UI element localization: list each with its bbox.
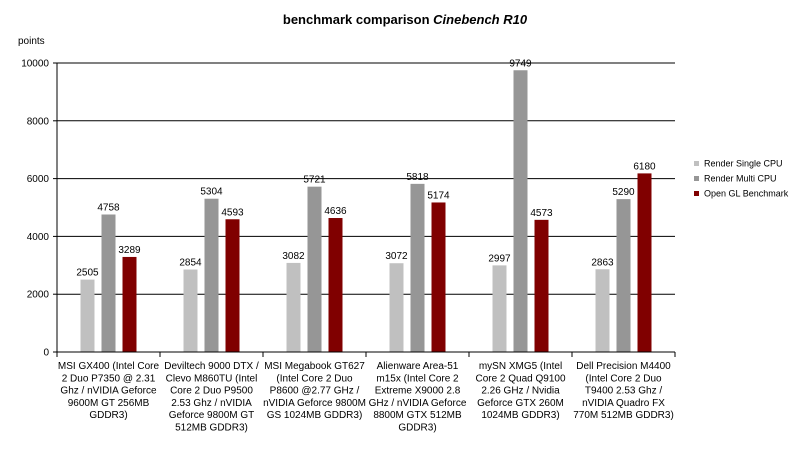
category-label: Alienware Area-51 m15x (Intel Core 2 Extre… <box>369 361 467 434</box>
y-tick-label: 8000 <box>27 116 50 127</box>
category-label-line: T9400 2.53 Ghz / <box>585 386 662 397</box>
chart-title-prefix: benchmark comparison <box>283 12 433 27</box>
category-label: MSI Megabook GT627 (Intel Core 2 Duo P8600… <box>263 361 366 421</box>
gridlines <box>57 62 675 295</box>
data-label: 2997 <box>488 253 511 264</box>
bar <box>307 186 322 352</box>
category-label-line: Extreme X9000 2.8 <box>375 386 461 397</box>
legend-swatch <box>694 161 699 166</box>
data-labels: 2505 2854 3082 3072 2997 2863 4758 5304 5721 5818… <box>76 58 656 278</box>
category-label-line: Geforce GTX 260M <box>477 398 564 409</box>
data-label: 3072 <box>385 251 408 262</box>
data-label: 5721 <box>303 175 326 186</box>
category-labels: MSI GX400 (Intel Core 2 Duo P7350 @ 2.31 G… <box>58 361 674 434</box>
legend-entry: Render Single CPU <box>704 159 783 169</box>
category-label-line: GDDR3) <box>89 410 127 421</box>
category-label: Deviltech 9000 DTX / Clevo M860TU (Intel C… <box>164 361 259 434</box>
legend-entry: Open GL Benchmark <box>704 189 789 199</box>
category-label-line: 2.26 GHz / Nvidia <box>481 386 560 397</box>
bar <box>204 198 219 352</box>
data-label: 2854 <box>179 258 202 269</box>
category-label: Dell Precision M4400 (Intel Core 2 Duo T94… <box>573 361 674 421</box>
bar <box>616 199 631 352</box>
category-label-line: Core 2 Duo P9500 <box>170 386 253 397</box>
data-label: 6180 <box>633 161 656 172</box>
bar <box>534 219 549 352</box>
data-label: 9749 <box>509 58 532 69</box>
category-label-line: Deviltech 9000 DTX / <box>164 361 259 372</box>
data-label: 4593 <box>221 207 244 218</box>
category-label-line: GDDR3) <box>398 423 436 434</box>
bar <box>431 202 446 352</box>
bar <box>410 183 425 352</box>
bar <box>122 256 137 352</box>
category-label-line: MSI GX400 (Intel Core <box>58 361 160 372</box>
bar <box>389 263 404 352</box>
data-label: 4573 <box>530 208 553 219</box>
y-tick-label: 2000 <box>27 290 50 301</box>
bars <box>80 70 652 352</box>
bar <box>101 214 116 352</box>
category-label-line: Dell Precision M4400 <box>576 361 671 372</box>
category-label: MSI GX400 (Intel Core 2 Duo P7350 @ 2.31 G… <box>58 361 160 421</box>
category-label-line: (Intel Core 2 Duo <box>585 373 662 384</box>
category-label-line: GS 1024MB GDDR3) <box>267 410 363 421</box>
data-label: 5174 <box>427 190 450 201</box>
bar <box>225 219 240 352</box>
legend: Render Single CPU Render Multi CPU Open GL… <box>694 159 789 199</box>
category-label-line: 9600M GT 256MB <box>68 398 150 409</box>
category-label-line: Alienware Area-51 <box>377 361 459 372</box>
bar <box>328 218 343 352</box>
axes <box>53 62 676 357</box>
bar <box>286 262 301 352</box>
category-label-line: mySN XMG5 (Intel <box>479 361 562 372</box>
data-label: 5818 <box>406 172 429 183</box>
legend-swatch <box>694 176 699 181</box>
category-label-line: Clevo M860TU (Intel <box>166 373 258 384</box>
data-label: 3082 <box>282 251 305 262</box>
y-tick-label: 10000 <box>21 59 49 70</box>
bar <box>492 265 507 352</box>
category-label-line: Geforce 9800M GT <box>169 410 255 421</box>
bar <box>513 70 528 352</box>
category-label-line: GHz / nVIDIA Geforce <box>369 398 467 409</box>
bar <box>637 173 652 352</box>
data-label: 2863 <box>591 257 614 268</box>
y-tick-label: 4000 <box>27 232 50 243</box>
data-label: 4758 <box>97 202 120 213</box>
data-label: 2505 <box>76 268 99 279</box>
category-label-line: 2.53 Ghz / nVIDIA <box>171 398 252 409</box>
y-axis-label: points <box>18 36 45 47</box>
bar <box>183 269 198 352</box>
chart-title-emph: Cinebench R10 <box>433 12 528 27</box>
category-label-line: 8800M GTX 512MB <box>373 410 462 421</box>
chart-title: benchmark comparison Cinebench R10 <box>283 12 528 27</box>
category-label: mySN XMG5 (Intel Core 2 Quad Q9100 2.26 GH… <box>475 361 565 421</box>
data-label: 5304 <box>200 187 223 198</box>
category-label-line: 512MB GDDR3) <box>175 423 248 434</box>
category-label-line: Core 2 Quad Q9100 <box>475 373 565 384</box>
category-label-line: 1024MB GDDR3) <box>481 410 559 421</box>
legend-entry: Render Multi CPU <box>704 174 777 184</box>
y-tick-labels: 0 2000 4000 6000 8000 10000 <box>21 59 49 359</box>
legend-swatch <box>694 191 699 196</box>
category-label-line: MSI Megabook GT627 <box>264 361 365 372</box>
category-label-line: (Intel Core 2 Duo <box>276 373 353 384</box>
category-label-line: P8600 @2.77 GHz / <box>270 386 360 397</box>
data-label: 4636 <box>324 206 347 217</box>
category-label-line: 2 Duo P7350 @ 2.31 <box>62 373 156 384</box>
category-label-line: m15x (Intel Core 2 <box>376 373 459 384</box>
bar <box>80 279 95 352</box>
bar <box>595 269 610 352</box>
data-label: 5290 <box>612 187 635 198</box>
category-label-line: Ghz / nVIDIA Geforce <box>60 386 157 397</box>
category-label-line: 770M 512MB GDDR3) <box>573 410 674 421</box>
category-label-line: nVIDIA Geforce 9800M <box>263 398 366 409</box>
category-label-line: nVIDIA Quadro FX <box>582 398 665 409</box>
y-tick-label: 0 <box>43 348 49 359</box>
y-tick-label: 6000 <box>27 174 50 185</box>
data-label: 3289 <box>118 245 141 256</box>
